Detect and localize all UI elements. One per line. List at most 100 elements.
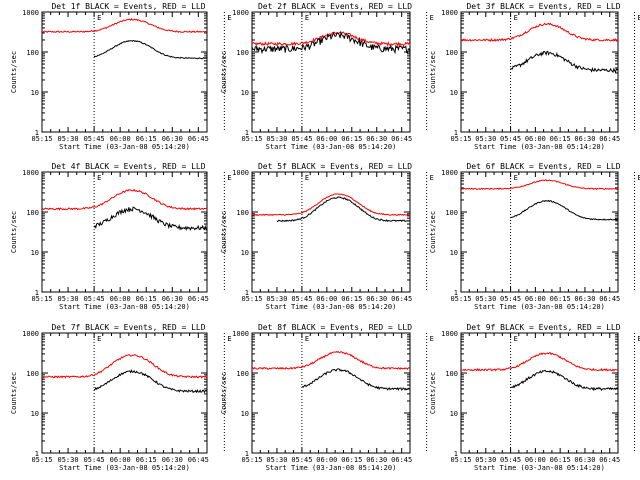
- x-tick-label: 06:45: [188, 135, 209, 143]
- x-tick-label: 06:45: [391, 295, 412, 303]
- event-marker-label: E: [227, 14, 231, 22]
- event-marker-label: E: [514, 174, 518, 182]
- plot-frame: [460, 332, 619, 454]
- x-tick-label: 05:15: [241, 456, 262, 464]
- y-tick-label: 100: [236, 209, 249, 217]
- x-tick-label: 05:30: [475, 295, 496, 303]
- event-marker-label: E: [430, 14, 434, 22]
- x-tick-label: 06:15: [341, 295, 362, 303]
- event-marker-label: E: [97, 335, 101, 343]
- lld-series-line: [251, 193, 411, 216]
- x-tick-label: 06:45: [599, 456, 620, 464]
- x-tick-label: 06:00: [110, 135, 131, 143]
- panel-title: Det 8f BLACK = Events, RED = LLD: [258, 323, 412, 332]
- x-tick-label: 06:00: [316, 456, 337, 464]
- x-tick-label: 05:30: [475, 456, 496, 464]
- y-axis-label: Counts/sec: [10, 211, 18, 253]
- event-marker-label: E: [638, 335, 640, 343]
- event-marker-label: E: [227, 335, 231, 343]
- event-marker-label: E: [305, 174, 309, 182]
- events-series-line: [510, 50, 619, 74]
- x-axis-label: Start Time (03-Jan-08 05:14:20): [59, 143, 190, 151]
- event-marker-label: E: [514, 14, 518, 22]
- y-axis-label: Counts/sec: [220, 372, 228, 414]
- plot-frame: [460, 11, 619, 133]
- lld-series-line: [41, 353, 208, 379]
- x-tick-label: 05:30: [475, 135, 496, 143]
- events-series-line: [94, 369, 208, 394]
- panel-title: Det 6f BLACK = Events, RED = LLD: [466, 162, 620, 171]
- y-tick-label: 1: [35, 289, 39, 297]
- x-tick-label: 06:30: [162, 135, 183, 143]
- panel-title: Det 4f BLACK = Events, RED = LLD: [51, 162, 205, 171]
- x-tick-label: 06:30: [574, 135, 595, 143]
- y-tick-label: 1: [245, 289, 249, 297]
- x-axis-label: Start Time (03-Jan-08 05:14:20): [474, 464, 605, 472]
- x-tick-label: 06:15: [136, 135, 157, 143]
- x-tick-label: 05:15: [450, 135, 471, 143]
- x-tick-label: 05:15: [31, 456, 52, 464]
- y-tick-label: 1000: [22, 330, 39, 338]
- x-tick-label: 06:30: [162, 456, 183, 464]
- events-series-line: [301, 368, 411, 391]
- x-tick-label: 06:15: [341, 135, 362, 143]
- panel-6: Det 6f BLACK = Events, RED = LLD 1 10 100 10…: [429, 162, 640, 311]
- x-tick-label: 06:30: [366, 135, 387, 143]
- panel-1: Det 1f BLACK = Events, RED = LLD 1 10 100 10…: [10, 2, 232, 151]
- x-tick-label: 05:45: [500, 456, 521, 464]
- y-tick-label: 1: [245, 129, 249, 137]
- y-axis-label: Counts/sec: [429, 211, 437, 253]
- y-tick-label: 10: [450, 249, 458, 257]
- event-marker-label: E: [97, 14, 101, 22]
- event-marker-label: E: [430, 174, 434, 182]
- x-tick-label: 06:00: [110, 456, 131, 464]
- y-tick-label: 1000: [441, 169, 458, 177]
- y-tick-label: 100: [445, 370, 458, 378]
- x-tick-label: 06:15: [550, 135, 571, 143]
- plot-frame: [251, 332, 411, 454]
- event-marker-label: E: [97, 174, 101, 182]
- y-tick-label: 1000: [441, 9, 458, 17]
- x-tick-label: 05:30: [58, 456, 79, 464]
- events-series-line: [251, 30, 411, 55]
- x-tick-label: 06:45: [599, 295, 620, 303]
- x-tick-label: 06:00: [316, 135, 337, 143]
- y-tick-label: 1: [35, 129, 39, 137]
- panel-4: Det 4f BLACK = Events, RED = LLD 1 10 100 10…: [10, 162, 232, 311]
- x-tick-label: 05:15: [450, 456, 471, 464]
- x-tick-label: 06:15: [136, 295, 157, 303]
- x-tick-label: 05:15: [450, 295, 471, 303]
- lld-series-line: [41, 18, 208, 33]
- y-tick-label: 1: [454, 129, 458, 137]
- x-tick-label: 06:15: [550, 295, 571, 303]
- x-tick-label: 06:30: [366, 295, 387, 303]
- x-tick-label: 06:00: [525, 456, 546, 464]
- event-marker-label: E: [305, 14, 309, 22]
- x-tick-label: 05:45: [500, 135, 521, 143]
- x-tick-label: 05:45: [500, 295, 521, 303]
- panel-title: Det 7f BLACK = Events, RED = LLD: [51, 323, 205, 332]
- x-tick-label: 05:30: [58, 135, 79, 143]
- x-axis-label: Start Time (03-Jan-08 05:14:20): [266, 464, 397, 472]
- y-tick-label: 10: [31, 410, 39, 418]
- plot-frame: [41, 332, 208, 454]
- panel-title: Det 9f BLACK = Events, RED = LLD: [466, 323, 620, 332]
- y-axis-label: Counts/sec: [429, 372, 437, 414]
- y-tick-label: 10: [450, 410, 458, 418]
- y-tick-label: 1000: [22, 169, 39, 177]
- y-tick-label: 1: [245, 450, 249, 458]
- lld-series-line: [41, 188, 208, 211]
- y-tick-label: 1000: [232, 330, 249, 338]
- y-tick-label: 1: [454, 289, 458, 297]
- events-series-line: [510, 369, 619, 392]
- y-tick-label: 100: [236, 49, 249, 57]
- event-marker-label: E: [305, 335, 309, 343]
- x-tick-label: 06:00: [525, 135, 546, 143]
- x-axis-label: Start Time (03-Jan-08 05:14:20): [59, 464, 190, 472]
- x-tick-label: 05:45: [84, 295, 105, 303]
- y-tick-label: 1000: [232, 169, 249, 177]
- y-axis-label: Counts/sec: [220, 51, 228, 93]
- y-tick-label: 1000: [441, 330, 458, 338]
- events-series-line: [93, 39, 208, 60]
